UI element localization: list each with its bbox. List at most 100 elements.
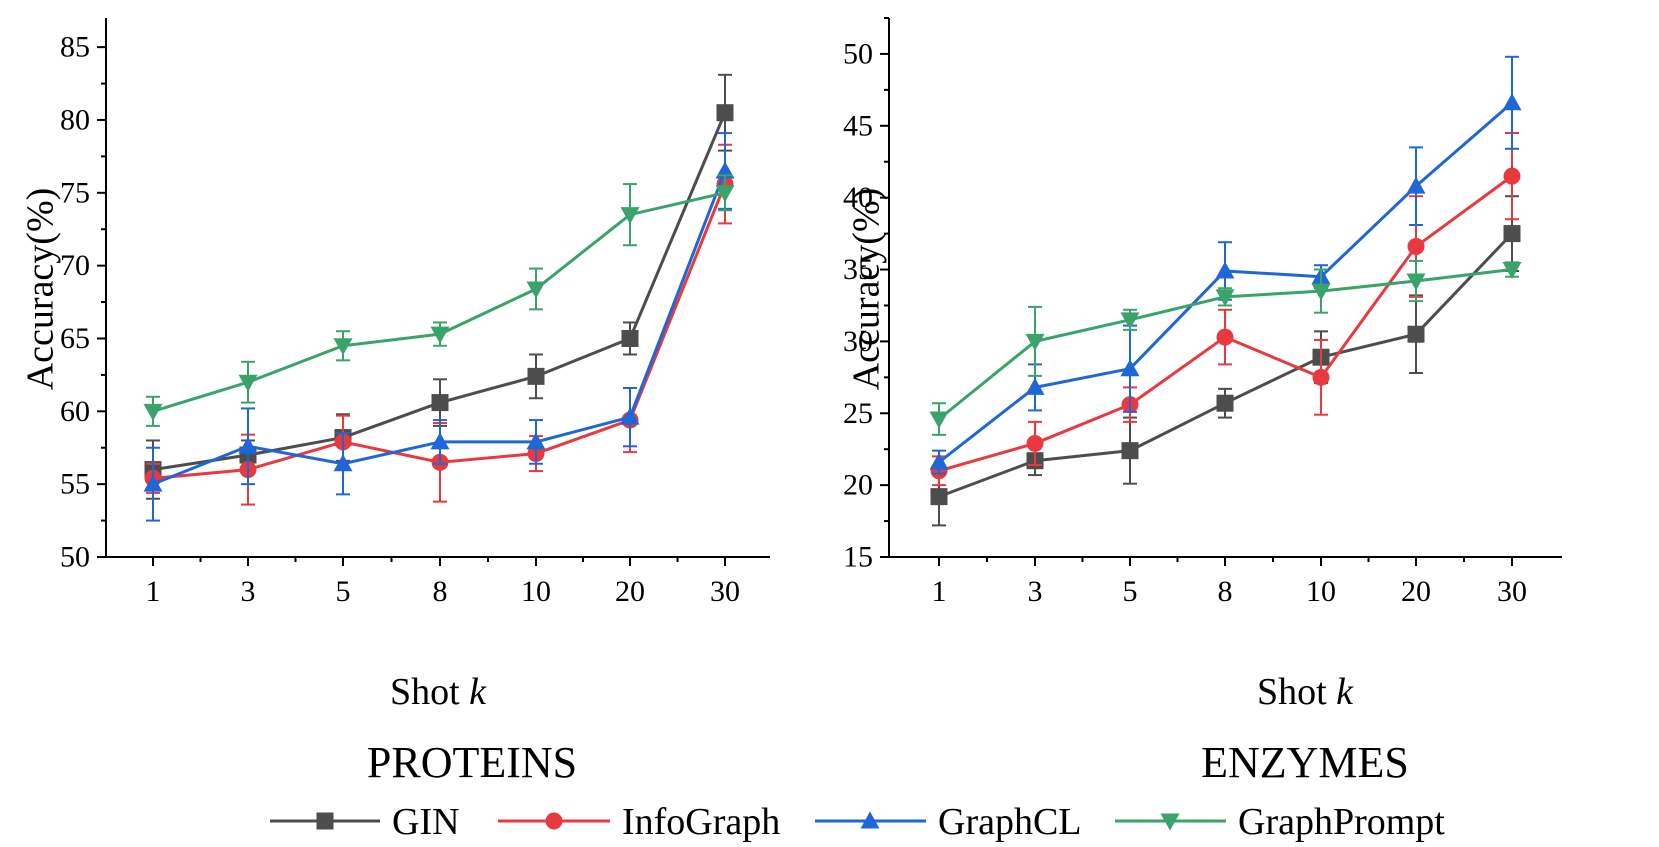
data-point [526, 432, 546, 450]
data-point [430, 432, 450, 450]
legend-entry-graphcl: GraphCL [815, 801, 1082, 843]
data-point [1216, 328, 1234, 346]
proteins-x-axis-title: Shot k [390, 671, 487, 713]
data-point [1120, 312, 1140, 330]
proteins-y-tick-label: 80 [60, 103, 90, 136]
proteins-y-axis-title: Accuracy(%) [20, 188, 62, 391]
data-point [430, 326, 450, 344]
legend-marker-shape [1160, 813, 1180, 831]
enzymes-y-tick-label: 50 [843, 37, 873, 70]
data-point [238, 374, 258, 392]
enzymes-y-tick-label: 25 [843, 397, 873, 430]
data-point [1502, 262, 1522, 280]
enzymes-x-axis-title-var: k [1336, 671, 1354, 713]
enzymes-y-tick-label: 20 [843, 469, 873, 502]
proteins-x-tick-label: 3 [241, 575, 256, 608]
legend-label-gin: GIN [392, 801, 460, 843]
proteins-x-tick-label: 30 [710, 575, 740, 608]
legend-marker-graphprompt [1160, 813, 1180, 831]
enzymes-x-tick-label: 5 [1123, 575, 1138, 608]
data-point [238, 436, 258, 454]
data-point [929, 411, 949, 429]
data-point [1025, 333, 1045, 351]
legend-marker-infograph [545, 812, 563, 830]
data-point [143, 474, 163, 492]
legend-marker-graphcl [860, 811, 880, 829]
legend-entry-gin: GIN [270, 801, 460, 843]
enzymes-y-tick-label: 30 [843, 325, 873, 358]
enzymes-y-tick-label: 15 [843, 541, 873, 574]
legend-marker-shape [545, 812, 563, 830]
data-point [1311, 283, 1331, 301]
data-point [1026, 434, 1044, 452]
data-point [715, 161, 735, 179]
enzymes-y-axis-title: Accuracy(%) [846, 188, 888, 391]
data-point [1121, 442, 1139, 460]
legend-marker-shape [860, 811, 880, 829]
enzymes-x-axis-title-word: Shot [1257, 671, 1327, 713]
enzymes-series-graphprompt [929, 259, 1522, 436]
data-point [621, 329, 639, 347]
data-point [1120, 359, 1140, 377]
proteins-y-tick-label: 50 [60, 541, 90, 574]
proteins-x-tick-label: 8 [433, 575, 448, 608]
data-point [930, 488, 948, 506]
data-point [1312, 368, 1330, 386]
data-point [431, 394, 449, 412]
proteins-title: PROTEINS [367, 738, 577, 787]
enzymes-series-infograph [930, 131, 1521, 487]
proteins-y-tick-label: 55 [60, 468, 90, 501]
proteins-series-graphprompt [143, 174, 735, 427]
enzymes-y-tick-label: 40 [843, 181, 873, 214]
data-point [1216, 394, 1234, 412]
proteins-y-tick-label: 65 [60, 322, 90, 355]
legend: GIN InfoGraph GraphCL GraphPrompt [270, 801, 1445, 843]
data-point [1406, 176, 1426, 194]
data-point [526, 281, 546, 299]
data-point [333, 338, 353, 356]
proteins-y-tick-label: 85 [60, 31, 90, 64]
data-point [333, 454, 353, 472]
enzymes-series-graphcl [929, 55, 1522, 475]
legend-marker-shape [316, 812, 334, 830]
legend-marker-gin [316, 812, 334, 830]
data-point [620, 407, 640, 425]
enzymes-x-axis-title: Shot k [1257, 671, 1354, 713]
proteins-axes: 50 55 60 65 70 75 80 85 1 3 5 8 10 20 30 [60, 18, 770, 608]
enzymes-y-tick-label: 45 [843, 109, 873, 142]
proteins-x-tick-label: 5 [336, 575, 351, 608]
proteins-x-axis-title-word: Shot [390, 671, 460, 713]
proteins-y-tick-label: 70 [60, 249, 90, 282]
enzymes-title: ENZYMES [1201, 738, 1409, 787]
legend-entry-graphprompt: GraphPrompt [1115, 801, 1445, 843]
enzymes-data [929, 55, 1522, 527]
data-point [929, 452, 949, 470]
proteins-x-axis-title-var: k [469, 671, 487, 713]
data-point [143, 403, 163, 421]
enzymes-x-tick-label: 1 [932, 575, 947, 608]
data-point [1215, 261, 1235, 279]
proteins-x-tick-label: 1 [146, 575, 161, 608]
enzymes-x-tick-label: 8 [1218, 575, 1233, 608]
data-point [527, 367, 545, 385]
enzymes-x-tick-label: 10 [1306, 575, 1336, 608]
data-point [1407, 238, 1425, 256]
data-point [715, 185, 735, 203]
data-point [1503, 225, 1521, 243]
proteins-data [143, 73, 735, 522]
data-point [1406, 273, 1426, 291]
data-point [1503, 167, 1521, 185]
enzymes-y-tick-label: 35 [843, 253, 873, 286]
data-point [1407, 325, 1425, 343]
data-point [620, 207, 640, 225]
legend-label-graphprompt: GraphPrompt [1238, 801, 1445, 843]
proteins-series-graphcl [143, 132, 735, 522]
proteins-y-tick-label: 75 [60, 176, 90, 209]
legend-entry-infograph: InfoGraph [498, 801, 780, 843]
enzymes-x-tick-label: 20 [1401, 575, 1431, 608]
plot-proteins: 50 55 60 65 70 75 80 85 1 3 5 8 10 20 30 Accuracy(%) S… [20, 18, 770, 787]
proteins-y-tick-label: 60 [60, 395, 90, 428]
legend-label-graphcl: GraphCL [938, 801, 1082, 843]
